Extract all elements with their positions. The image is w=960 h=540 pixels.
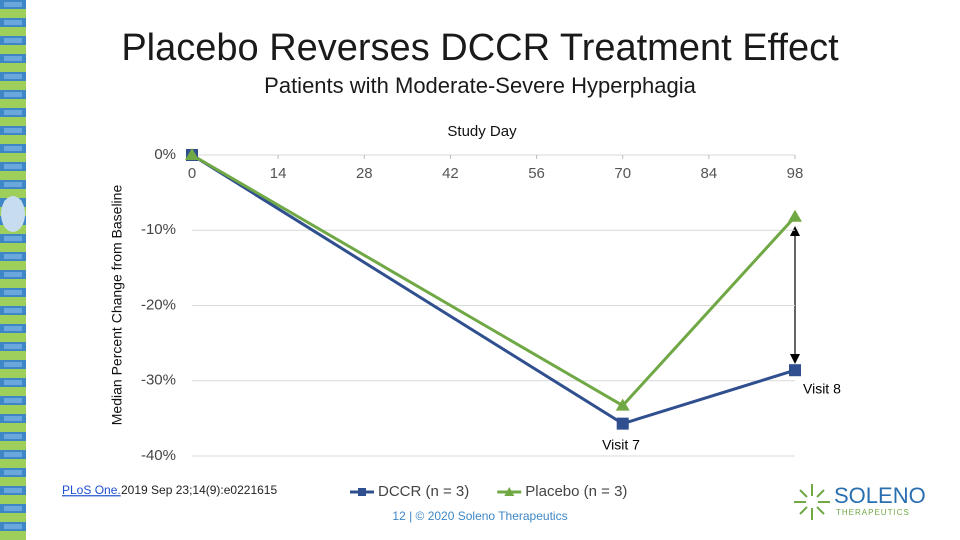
legend-label: DCCR (n = 3)	[378, 483, 469, 500]
y-tick-label: -30%	[141, 372, 176, 389]
x-tick-label: 84	[701, 165, 718, 182]
marker	[615, 398, 630, 411]
logo-name: SOLENO	[834, 483, 926, 508]
slide-subtitle: Patients with Moderate-Severe Hyperphagi…	[264, 73, 696, 98]
x-axis-label: Study Day	[447, 123, 517, 140]
x-tick-label: 14	[270, 165, 287, 182]
marker	[185, 148, 199, 160]
footer: 12 | © 2020 Soleno Therapeutics	[392, 509, 567, 523]
x-tick-label: 0	[188, 165, 196, 182]
legend-marker	[504, 487, 515, 496]
logo-tagline: THERAPEUTICS	[836, 508, 910, 517]
marker	[616, 417, 629, 430]
legend-label: Placebo (n = 3)	[525, 483, 627, 500]
series-line	[191, 153, 797, 408]
marker	[789, 364, 801, 377]
series-line	[191, 153, 796, 426]
annotation: Visit 8	[803, 381, 841, 397]
x-tick-label: 70	[614, 165, 631, 182]
y-tick-label: -10%	[141, 221, 176, 238]
citation-text: 2019 Sep 23;14(9):e0221615	[121, 483, 277, 497]
marker	[788, 209, 802, 222]
y-tick-label: -40%	[141, 447, 176, 464]
plot: 0% -10% -20% -30% -40% 0 14 28 42 56 70 84 98 Visit 7…	[141, 146, 841, 500]
stripe-bands	[0, 0, 26, 540]
difference-arrow	[790, 226, 800, 364]
x-tick-label: 42	[442, 165, 459, 182]
side-stripe	[0, 0, 26, 540]
annotation: Visit 7	[602, 437, 640, 453]
citation-link[interactable]: PLoS One.	[62, 483, 121, 497]
x-tick-label: 98	[787, 165, 804, 182]
legend-marker	[358, 488, 366, 496]
x-tick-label: 28	[356, 165, 373, 182]
logo: SOLENO THERAPEUTICS	[794, 483, 926, 520]
y-tick-label: 0%	[154, 146, 176, 163]
x-tick-label: 56	[528, 165, 545, 182]
y-axis-label: Median Percent Change from Baseline	[109, 185, 125, 426]
y-tick-label: -20%	[141, 296, 176, 313]
stripe-bead	[1, 196, 25, 232]
slide-title: Placebo Reverses DCCR Treatment Effect	[121, 27, 839, 69]
